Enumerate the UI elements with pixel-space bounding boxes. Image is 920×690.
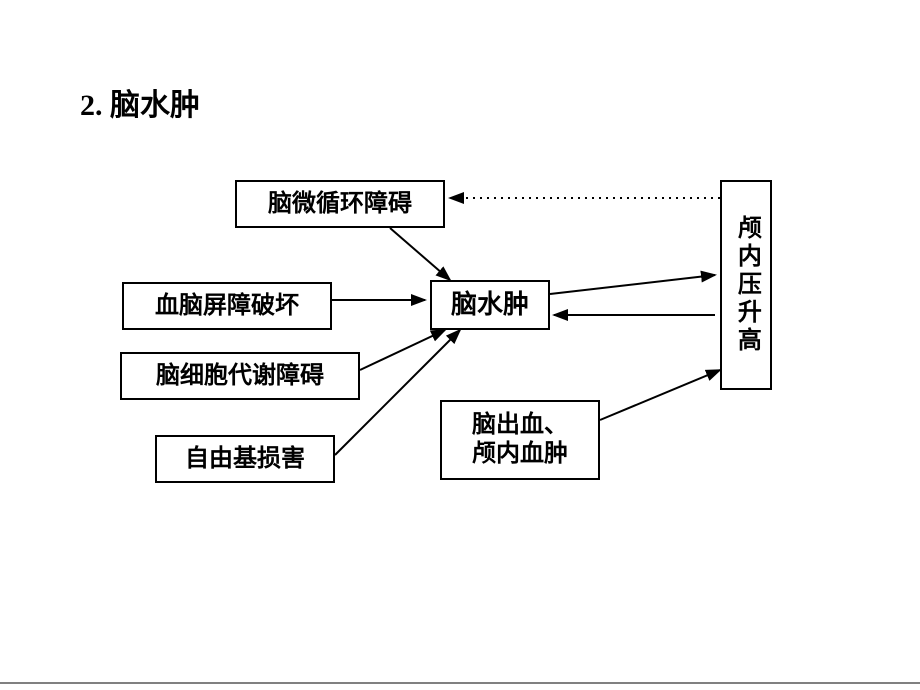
node-label: 血脑屏障破坏 (155, 292, 299, 321)
node-icp: 颅内压升高 (720, 180, 772, 390)
diagram-title: 2. 脑水肿 (80, 80, 200, 124)
node-label: 脑微循环障碍 (268, 190, 412, 219)
node-edema-center: 脑水肿 (430, 280, 550, 330)
node-free-radical: 自由基损害 (155, 435, 335, 483)
edge-arrow (550, 275, 715, 294)
node-metabolism: 脑细胞代谢障碍 (120, 352, 360, 400)
diagram-canvas: 2. 脑水肿 脑微循环障碍 血脑屏障破坏 脑细胞代谢障碍 自由基损害 脑水肿 脑… (0, 0, 920, 690)
node-hemorrhage: 脑出血、 颅内血肿 (440, 400, 600, 480)
node-label: 脑出血、 颅内血肿 (472, 411, 568, 469)
node-label: 自由基损害 (185, 445, 305, 474)
node-label: 脑水肿 (451, 289, 529, 320)
footer-divider (0, 682, 920, 684)
edge-arrow (390, 228, 450, 280)
edge-arrow (360, 330, 445, 370)
node-label: 颅内压升高 (732, 215, 761, 355)
node-label: 脑细胞代谢障碍 (156, 362, 324, 391)
edge-arrow (600, 370, 720, 420)
node-bbb: 血脑屏障破坏 (122, 282, 332, 330)
node-microcirculation: 脑微循环障碍 (235, 180, 445, 228)
